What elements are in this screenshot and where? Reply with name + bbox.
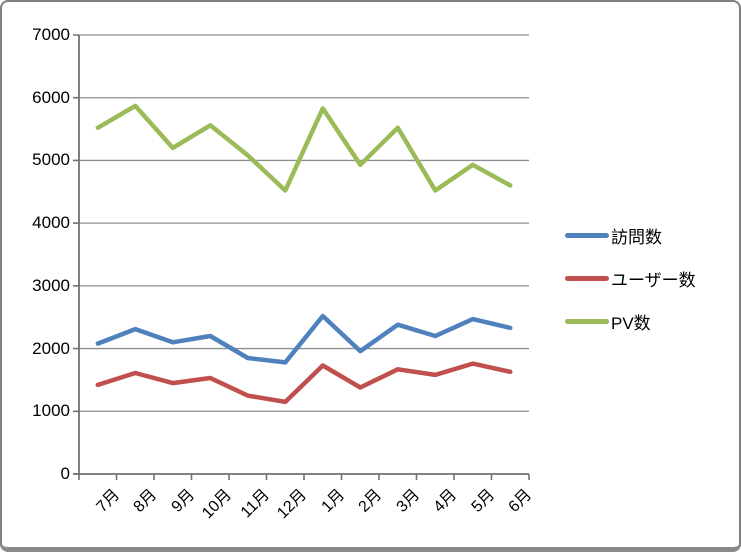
y-axis-label: 1000	[32, 401, 70, 421]
y-axis-label: 0	[60, 464, 70, 483]
legend-item-users: ユーザー数	[565, 257, 696, 299]
legend-label-visits: 訪問数	[611, 227, 662, 247]
pageviews-series-marker	[565, 318, 609, 324]
y-axis-label: 6000	[32, 87, 70, 107]
legend-label-users: ユーザー数	[611, 270, 696, 290]
series-line-pageviews	[95, 103, 513, 193]
legend-item-visits: 訪問数	[565, 214, 662, 256]
y-axis-label: 3000	[32, 275, 70, 295]
legend-item-pageviews: PV数	[565, 300, 651, 342]
y-axis-label: 7000	[32, 25, 70, 44]
y-axis-label: 2000	[32, 338, 70, 358]
series-line-users	[95, 361, 513, 405]
visits-series-marker	[565, 232, 609, 238]
legend-label-pageviews: PV数	[611, 313, 651, 333]
y-axis-label: 5000	[32, 150, 70, 170]
users-series-marker	[565, 275, 609, 281]
series-line-visits	[95, 313, 513, 365]
y-axis-label: 4000	[32, 213, 70, 233]
